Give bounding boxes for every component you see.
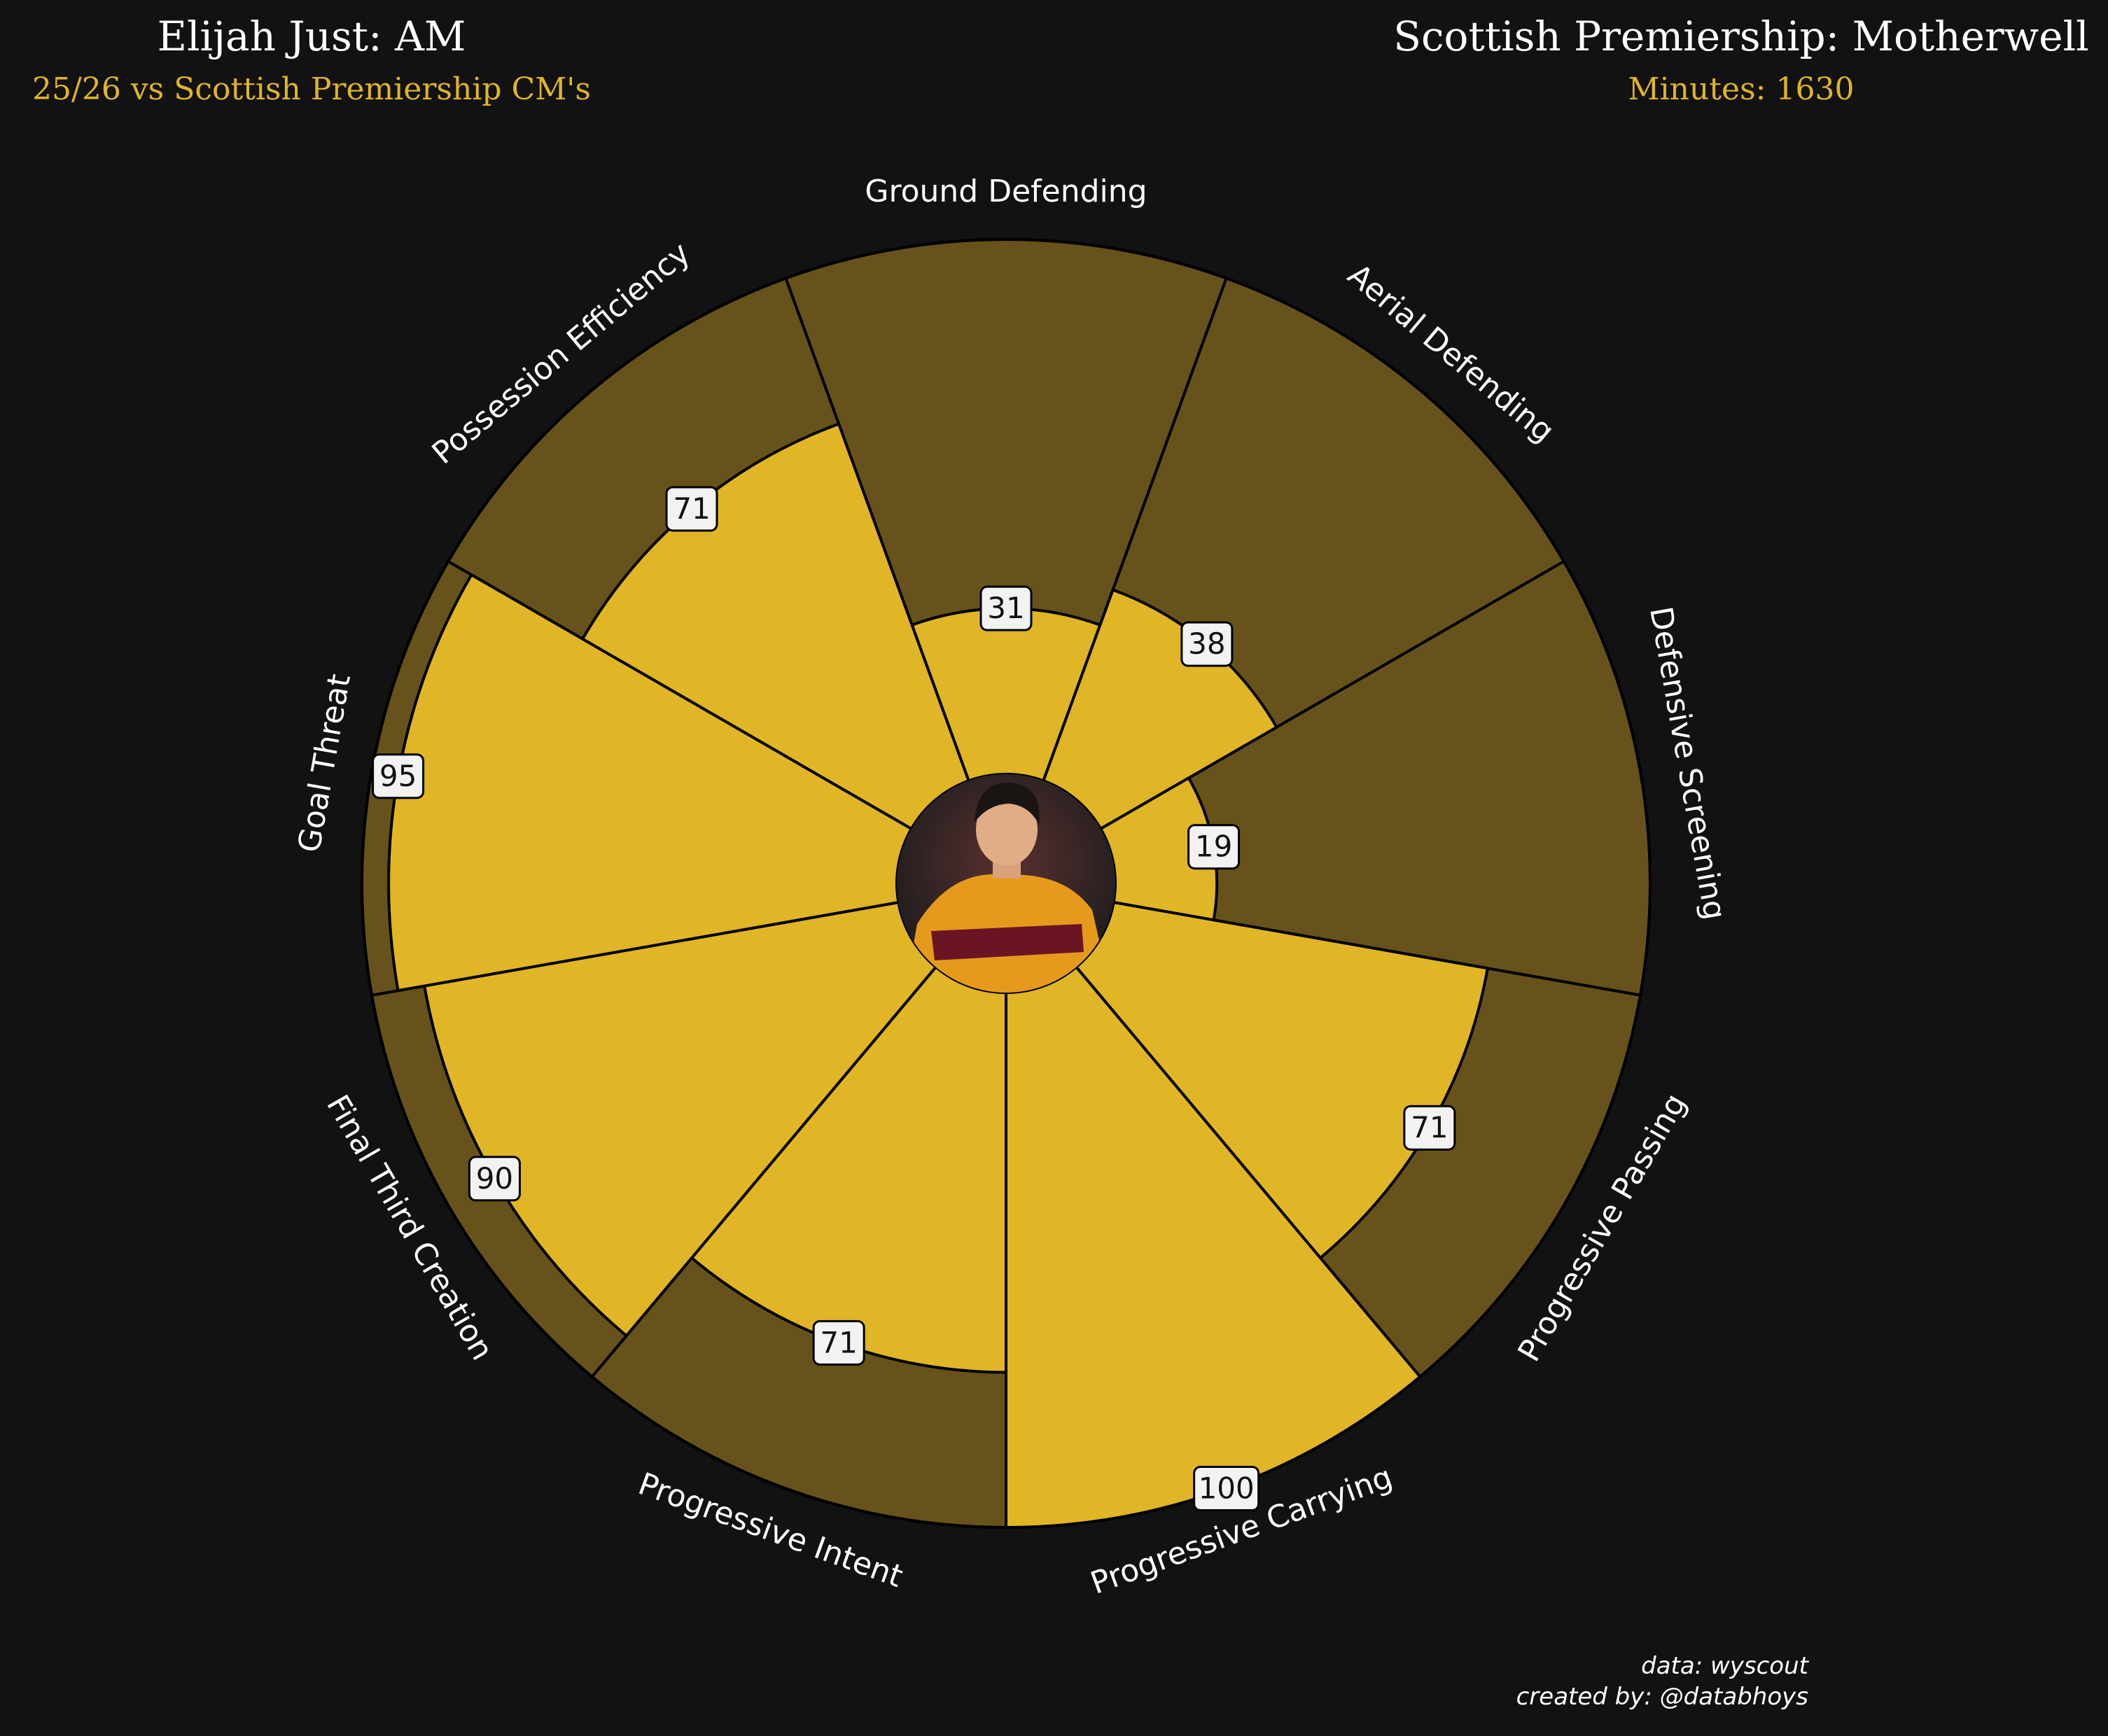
svg-text:71: 71	[820, 1325, 857, 1359]
value-label-possession-efficiency: 71	[665, 486, 718, 532]
value-label-defensive-screening: 19	[1187, 824, 1241, 870]
comparison-subtitle: 25/26 vs Scottish Premiership CM's	[32, 71, 591, 107]
author-credit: created by: @databhoys	[1516, 1683, 1808, 1711]
value-label-goal-threat: 95	[372, 753, 425, 799]
svg-text:95: 95	[379, 759, 417, 793]
svg-text:71: 71	[673, 491, 710, 526]
svg-text:19: 19	[1195, 830, 1232, 864]
svg-text:31: 31	[987, 591, 1024, 625]
value-label-ground-defending: 31	[979, 585, 1033, 631]
credit-block: data: wyscout created by: @databhoys	[1516, 1651, 1808, 1712]
value-label-aerial-defending: 38	[1180, 621, 1234, 667]
data-source-credit: data: wyscout	[1641, 1652, 1808, 1680]
player-title: Elijah Just: AM	[157, 13, 466, 60]
value-label-progressive-carrying: 100	[1193, 1466, 1260, 1512]
svg-text:100: 100	[1199, 1471, 1255, 1506]
category-label-ground-defending: Ground Defending	[865, 174, 1147, 209]
category-label-defensive-screening: Defensive Screening	[1642, 604, 1733, 923]
player-photo	[895, 773, 1117, 994]
svg-text:71: 71	[1411, 1110, 1448, 1144]
league-team-title: Scottish Premiership: Motherwell	[1393, 13, 2089, 60]
svg-text:90: 90	[476, 1161, 513, 1196]
value-label-progressive-intent: 71	[812, 1320, 865, 1366]
svg-text:38: 38	[1188, 626, 1225, 661]
value-label-progressive-passing: 71	[1403, 1105, 1456, 1151]
category-label-goal-threat: Goal Threat	[291, 671, 358, 855]
value-label-final-third-creation: 90	[468, 1156, 521, 1202]
minutes-subtitle: Minutes: 1630	[1628, 71, 1855, 107]
